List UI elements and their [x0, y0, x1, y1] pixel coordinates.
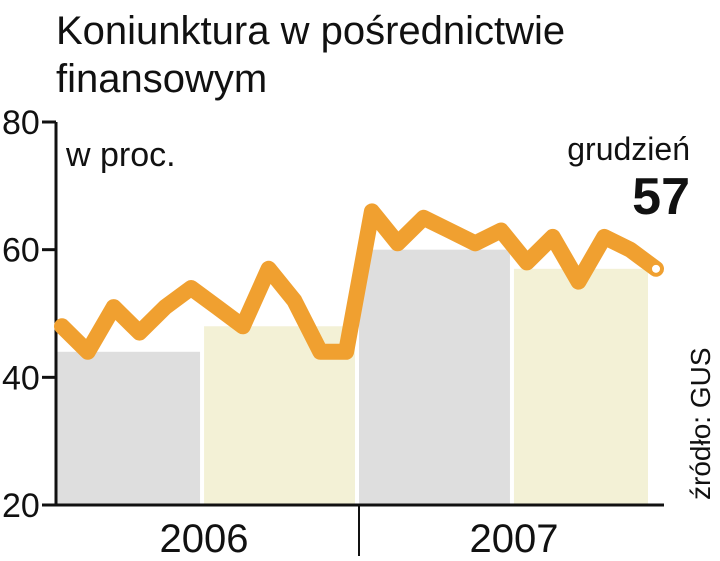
series-line-group [54, 203, 664, 360]
year-label-2007: 2007 [469, 517, 558, 561]
data-point-13 [369, 209, 374, 214]
source-label: źródło: GUS [685, 348, 716, 501]
data-point-14 [395, 241, 400, 246]
data-point-10 [292, 298, 297, 303]
data-point-3 [111, 305, 116, 310]
data-point-9 [266, 266, 271, 271]
data-point-22 [602, 234, 607, 239]
year-label-2006: 2006 [160, 517, 249, 561]
data-point-6 [189, 285, 194, 290]
data-point-11 [318, 349, 323, 354]
axes [42, 120, 664, 556]
data-point-20 [550, 234, 555, 239]
data-point-16 [447, 228, 452, 233]
series-line [54, 203, 664, 360]
data-point-12 [344, 349, 349, 354]
y-tick-labels: 80 60 40 20 [2, 104, 40, 525]
data-point-17 [473, 241, 478, 246]
band-4 [513, 268, 648, 505]
y-tick-label-2: 40 [2, 359, 40, 397]
data-point-21 [576, 279, 581, 284]
data-point-7 [214, 305, 219, 310]
band-1 [56, 351, 201, 505]
data-point-1 [60, 324, 64, 329]
data-point-18 [499, 228, 504, 233]
data-point-15 [421, 215, 426, 220]
data-point-8 [240, 324, 245, 329]
last-point-marker [652, 264, 660, 273]
callout-month-label: grudzień [567, 131, 690, 167]
data-point-2 [85, 349, 90, 354]
y-tick-label-3: 20 [2, 487, 40, 525]
y-tick-label-1: 60 [2, 232, 40, 270]
unit-label: w proc. [65, 136, 176, 174]
chart-title-line-2: finansowym [56, 57, 267, 101]
year-labels: 2006 2007 [160, 517, 559, 561]
data-point-19 [524, 260, 529, 265]
callout-value: 57 [632, 168, 690, 226]
chart-title-line-1: Koniunktura w pośrednictwie [56, 9, 565, 53]
data-point-23 [628, 247, 633, 252]
data-point-5 [163, 305, 168, 310]
band-3 [359, 249, 510, 505]
y-tick-label-0: 80 [2, 104, 40, 142]
data-point-4 [137, 330, 142, 335]
